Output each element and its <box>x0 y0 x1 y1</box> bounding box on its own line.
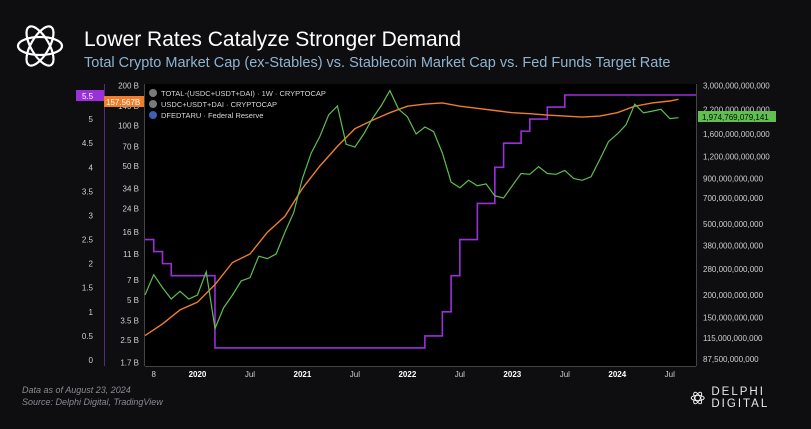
x-tick-label: Jul <box>245 370 255 379</box>
stablecoin-tick-label: 16 B <box>123 228 139 237</box>
brand: DELPHI DIGITAL <box>690 386 811 410</box>
total-tick-label: 380,000,000,000 <box>703 241 764 250</box>
fed-tick-label: 1 <box>89 308 94 317</box>
stablecoin-tick-label: 100 B <box>118 122 139 131</box>
series-layer <box>144 89 696 349</box>
page-subtitle: Total Crypto Market Cap (ex-Stables) vs.… <box>84 55 671 71</box>
x-tick-label: 2024 <box>608 370 626 379</box>
x-tick-label: Jul <box>350 370 360 379</box>
legend: TOTAL-(USDC+USDT+DAI) · 1W · CRYPTOCAP U… <box>149 89 326 120</box>
total-tick-label: 900,000,000,000 <box>703 175 764 184</box>
stablecoin-tick-label: 50 B <box>123 162 139 171</box>
total-tick-label: 2,200,000,000,000 <box>703 105 770 114</box>
fed-rate-badge-text: 5.5 <box>82 92 94 101</box>
legend-total-label: TOTAL-(USDC+USDT+DAI) · 1W · CRYPTOCAP <box>161 89 326 98</box>
fed-rate-axis: 5.5 5 4.5 4 3.5 3 2.5 2 1.5 1 0.5 0 <box>82 91 94 365</box>
fed-tick-label: 4.5 <box>82 139 94 148</box>
x-tick-label: Jul <box>665 370 675 379</box>
x-tick-label: 2020 <box>189 370 207 379</box>
stablecoin-badge-text: 157.567B <box>106 98 140 107</box>
stablecoin-tick-label: 200 B <box>118 81 139 90</box>
stablecoin-tick-label: 5 B <box>127 296 139 305</box>
source-note: Source: Delphi Digital, TradingView <box>22 397 163 407</box>
stablecoin-tick-label: 3.5 B <box>120 317 139 326</box>
fed-tick-label: 2 <box>89 260 94 269</box>
x-tick-label: Jul <box>560 370 570 379</box>
legend-stablecoin-label: USDC+USDT+DAI · CRYPTOCAP <box>161 100 277 109</box>
data-date-note: Data as of August 23, 2024 <box>22 385 131 395</box>
fed-tick-label: 3 <box>89 211 94 220</box>
total-tick-label: 3,000,000,000,000 <box>703 81 770 90</box>
x-tick-label: 2023 <box>503 370 521 379</box>
total-mcap-line <box>144 89 679 331</box>
fed-tick-label: 0 <box>89 356 94 365</box>
x-tick-label: 8 <box>151 370 156 379</box>
total-tick-label: 87,500,000,000 <box>703 355 759 364</box>
fed-tick-label: 3.5 <box>82 187 94 196</box>
legend-total-marker <box>149 89 157 97</box>
stablecoin-tick-label: 34 B <box>123 184 139 193</box>
footer-notes: Data as of August 23, 2024 Source: Delph… <box>22 384 163 408</box>
fed-rate-badge: 5.5 <box>76 90 104 101</box>
page-title: Lower Rates Catalyze Stronger Demand <box>84 28 462 51</box>
fed-tick-label: 4 <box>89 163 94 172</box>
us-flag-icon <box>149 111 157 119</box>
delphi-logo-icon <box>16 25 64 67</box>
total-tick-label: 1,600,000,000,000 <box>703 130 770 139</box>
x-tick-label: 2021 <box>294 370 312 379</box>
fed-tick-label: 5 <box>89 115 94 124</box>
total-tick-label: 1,200,000,000,000 <box>703 152 770 161</box>
fed-tick-label: 1.5 <box>82 284 94 293</box>
x-axis: 8 2020 Jul 2021 Jul 2022 Jul 2023 Jul 2024 Jul <box>151 370 675 379</box>
total-tick-label: 115,000,000,000 <box>703 334 763 343</box>
plot-area <box>145 84 696 366</box>
x-tick-label: 2022 <box>398 370 416 379</box>
stablecoin-tick-label: 11 B <box>123 250 139 259</box>
total-tick-label: 280,000,000,000 <box>703 265 764 274</box>
fed-tick-label: 2.5 <box>82 236 94 245</box>
stablecoin-tick-label: 24 B <box>123 205 139 214</box>
total-badge-text: 1,974,769,079,141 <box>702 113 769 122</box>
brand-name: DELPHI DIGITAL <box>711 386 770 410</box>
stablecoin-tick-label: 70 B <box>123 142 139 151</box>
stablecoin-tick-label: 1.7 B <box>120 358 139 367</box>
stablecoin-line <box>144 98 679 337</box>
total-tick-label: 150,000,000,000 <box>703 313 764 322</box>
stablecoin-badge: 157.567B <box>104 96 144 107</box>
total-mcap-axis: 3,000,000,000,000 2,200,000,000,000 1,600,… <box>703 81 770 364</box>
fed-tick-label: 0.5 <box>82 332 94 341</box>
legend-stablecoin-marker <box>149 100 157 108</box>
total-tick-label: 200,000,000,000 <box>703 291 764 300</box>
total-tick-label: 700,000,000,000 <box>703 194 764 203</box>
x-tick-label: Jul <box>455 370 465 379</box>
delphi-small-logo-icon <box>690 391 705 405</box>
total-badge: 1,974,769,079,141 <box>698 111 776 122</box>
stablecoin-tick-label: 7 B <box>127 276 139 285</box>
total-tick-label: 500,000,000,000 <box>703 220 764 229</box>
stablecoin-tick-label: 2.5 B <box>120 336 139 345</box>
fed-rate-line <box>145 94 696 349</box>
legend-fed-label: DFEDTARU · Federal Reserve <box>161 111 263 120</box>
